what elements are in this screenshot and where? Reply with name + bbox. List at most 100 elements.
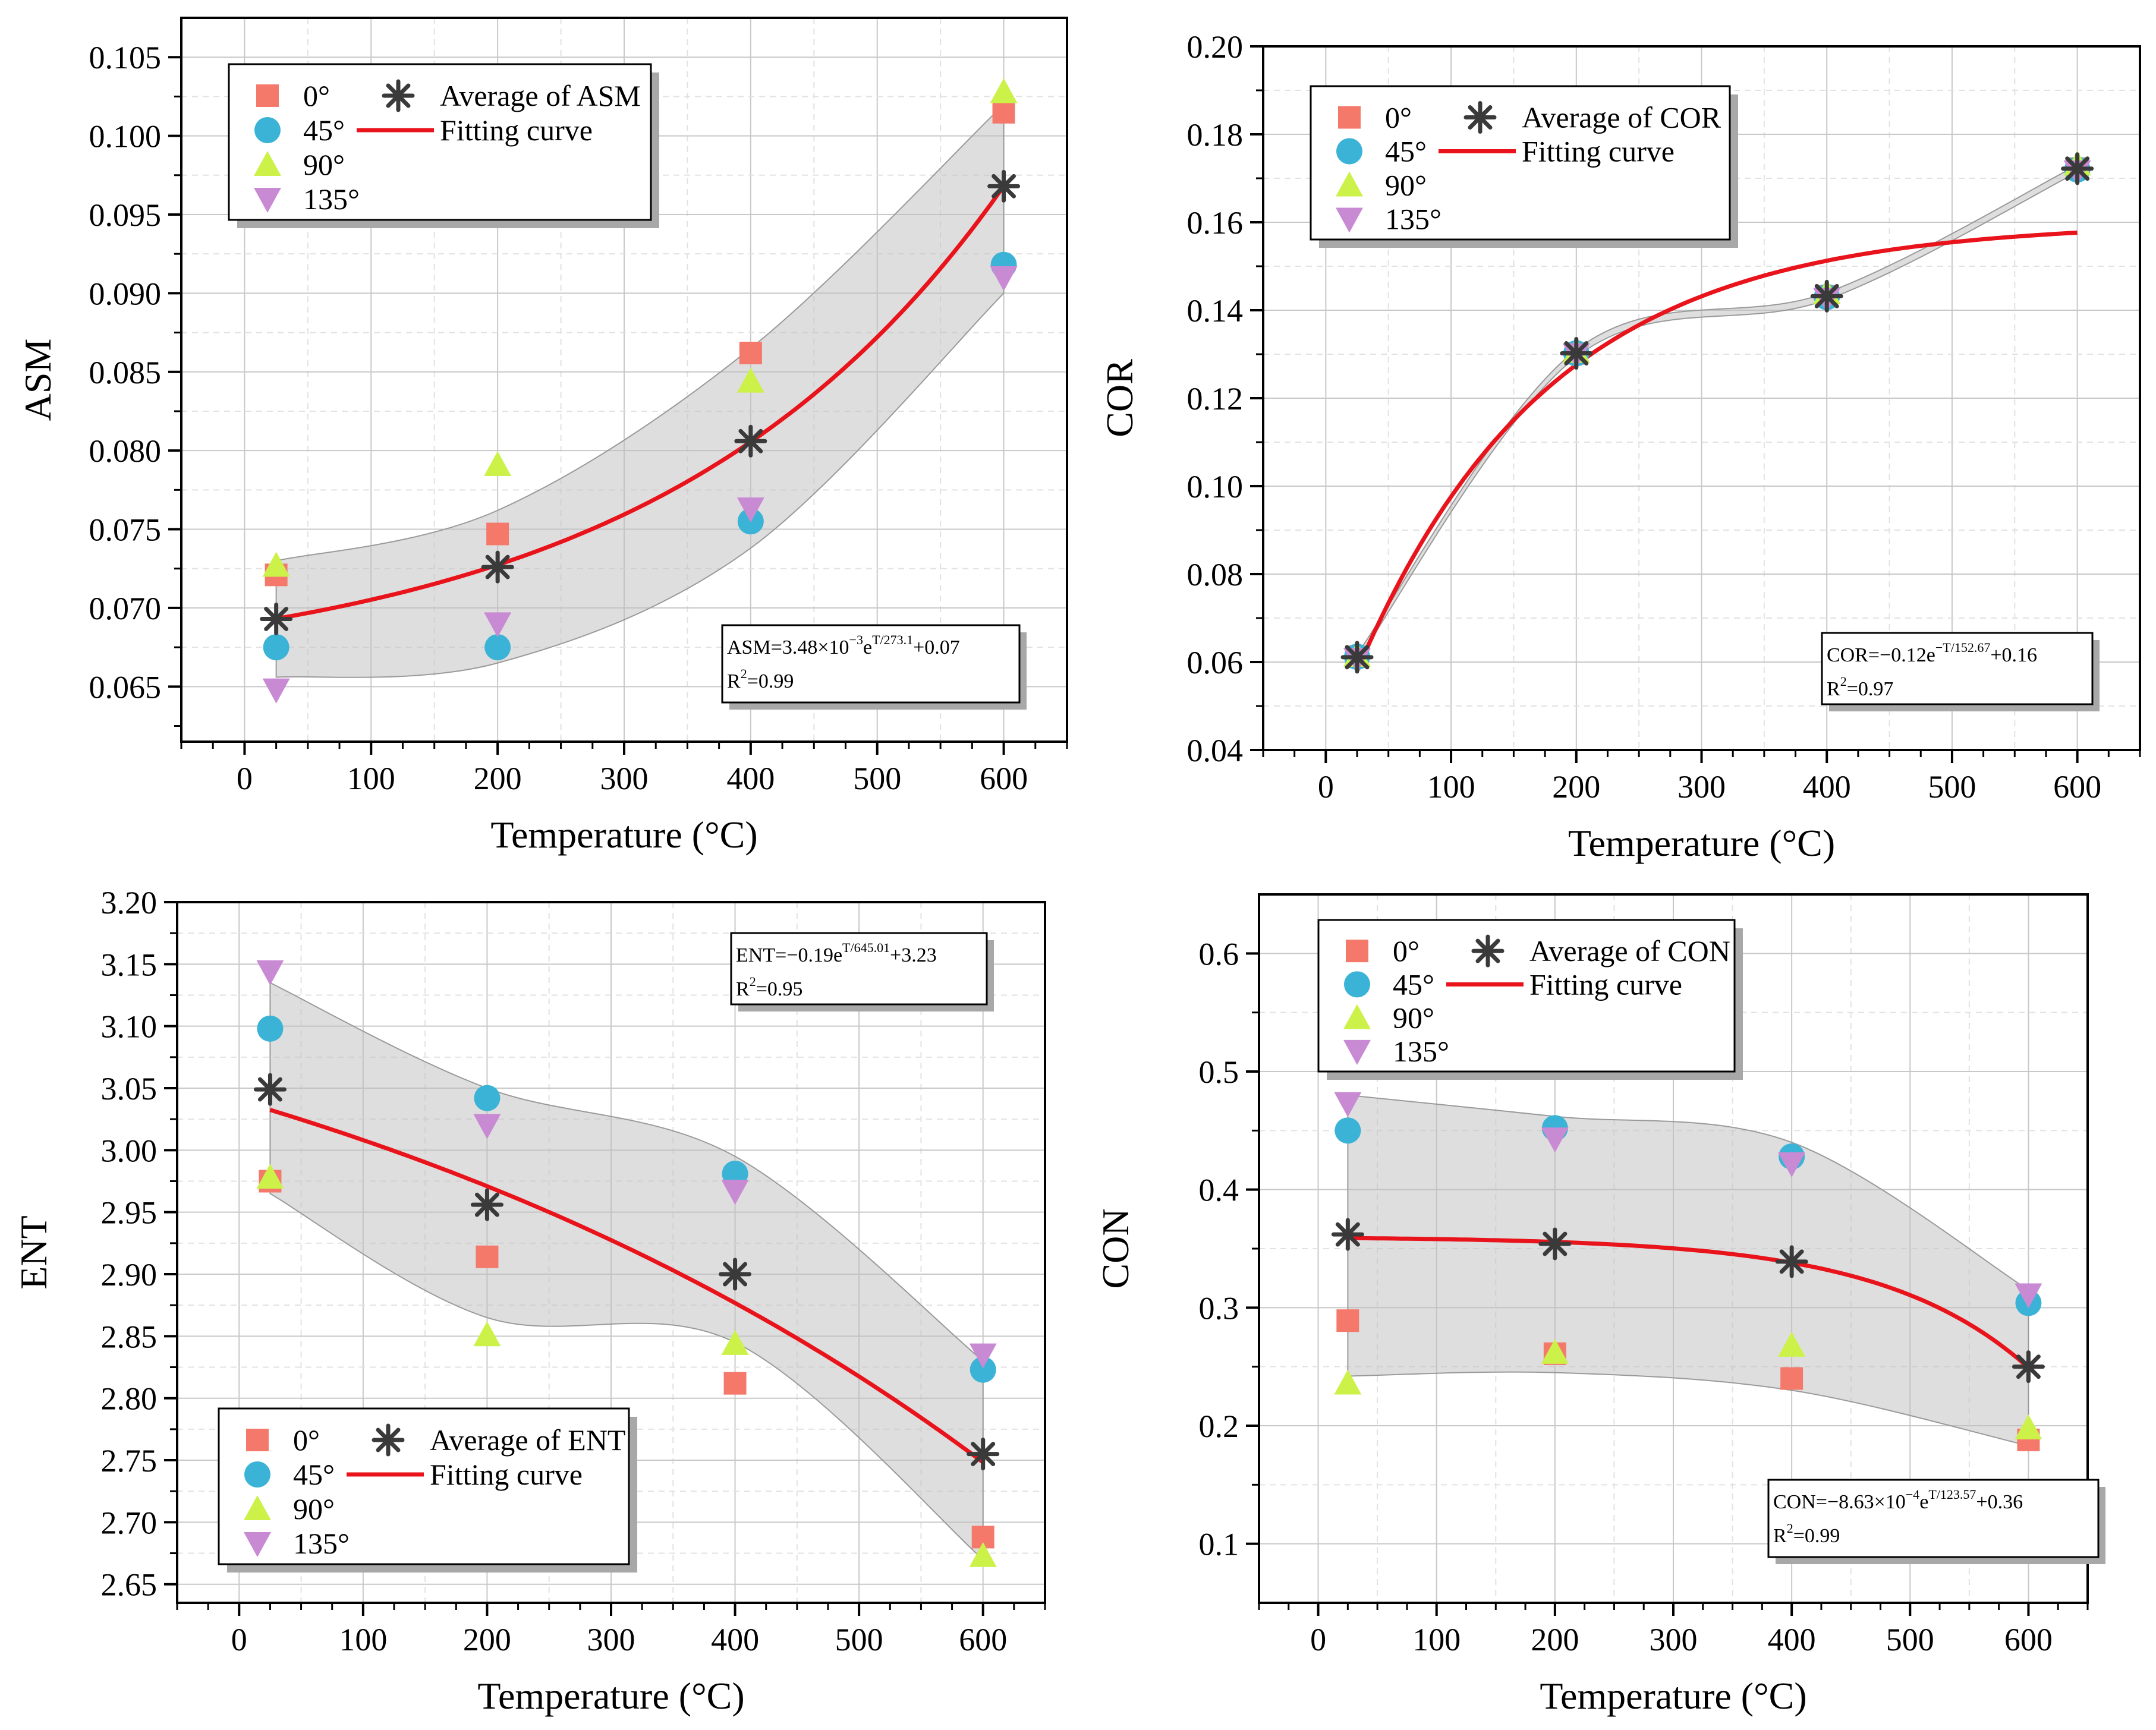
y-tick-label: 0.12 bbox=[1187, 381, 1244, 417]
x-tick-label: 300 bbox=[587, 1622, 635, 1657]
data-point bbox=[474, 1085, 501, 1111]
data-point bbox=[256, 960, 284, 985]
y-tick-label: 0.5 bbox=[1199, 1054, 1239, 1090]
equation-part: COR=−0.12e bbox=[1827, 644, 1935, 666]
data-point bbox=[2061, 152, 2094, 185]
data-point bbox=[486, 522, 509, 546]
legend-label: 45° bbox=[1385, 135, 1427, 168]
data-point bbox=[719, 1258, 752, 1291]
equation-part: +0.36 bbox=[1976, 1491, 2023, 1513]
equation-part: +0.16 bbox=[1990, 644, 2037, 666]
data-point bbox=[2015, 1414, 2042, 1439]
legend-label-average: Average of COR bbox=[1522, 101, 1721, 134]
y-tick-label: 0.085 bbox=[89, 355, 162, 390]
data-point bbox=[723, 1372, 747, 1395]
legend-label: 90° bbox=[1393, 1001, 1434, 1035]
legend-swatch bbox=[254, 188, 281, 213]
x-tick-label: 0 bbox=[1318, 769, 1334, 805]
equation-part: R bbox=[1773, 1525, 1787, 1547]
axis-ticks bbox=[1250, 45, 2141, 763]
data-point bbox=[721, 1329, 749, 1355]
equation-frame bbox=[721, 624, 1021, 704]
x-tick-label: 100 bbox=[347, 761, 395, 796]
panel-cor-chart: 0 100 200 300 400 500 600 0.04 0.06 0.08 0.10 0.12 0… bbox=[1099, 29, 2141, 864]
x-tick-label: 300 bbox=[1650, 1622, 1698, 1657]
legend-label-average: Average of ENT bbox=[430, 1423, 625, 1457]
data-point bbox=[1541, 1127, 1569, 1153]
x-tick-label: 600 bbox=[959, 1622, 1007, 1657]
legend-swatch bbox=[244, 1532, 271, 1557]
x-tick-label: 500 bbox=[1928, 769, 1976, 805]
legend-box bbox=[1310, 85, 1731, 241]
asterisk-stroke bbox=[2016, 1354, 2041, 1379]
legend-swatch bbox=[254, 151, 281, 176]
data-point bbox=[1334, 1092, 1362, 1117]
y-tick-label: 0.18 bbox=[1187, 117, 1244, 153]
x-tick-label: 0 bbox=[231, 1622, 247, 1657]
legend-label: 0° bbox=[303, 79, 330, 112]
y-tick-label: 3.10 bbox=[101, 1009, 158, 1045]
legend-swatch-average bbox=[1463, 101, 1497, 134]
series-4 bbox=[256, 960, 997, 1369]
legend-swatch bbox=[246, 1429, 269, 1451]
fitting-curve bbox=[1355, 231, 2078, 672]
data-point bbox=[256, 1164, 284, 1189]
y-tick-label: 0.080 bbox=[89, 433, 162, 469]
equation-superscript: 2 bbox=[750, 974, 756, 989]
equation-box: CON=−8.63×10−4eT/123.57+0.36 R2=0.99 bbox=[1767, 1479, 2105, 1564]
data-point bbox=[470, 1188, 503, 1221]
x-tick-label: 200 bbox=[463, 1622, 511, 1657]
equation-superscript: T/123.57 bbox=[1928, 1487, 1976, 1502]
legend-swatch bbox=[1336, 171, 1363, 197]
y-tick-label: 2.85 bbox=[101, 1319, 158, 1354]
y-tick-label: 0.14 bbox=[1187, 293, 1244, 329]
equation-superscript: 2 bbox=[741, 666, 747, 681]
data-point bbox=[2012, 1350, 2045, 1384]
equation-superscript: T/645.01 bbox=[842, 940, 890, 955]
data-point bbox=[262, 678, 290, 704]
equation-superscript: T/273.1 bbox=[872, 632, 913, 647]
equation-superscript: −T/152.67 bbox=[1935, 640, 1990, 655]
r-squared-text: R2=0.99 bbox=[727, 666, 794, 692]
legend-swatch-average bbox=[1471, 934, 1505, 968]
asterisk-stroke bbox=[992, 174, 1016, 198]
x-tick-label: 600 bbox=[980, 761, 1028, 796]
y-tick-label: 3.05 bbox=[101, 1071, 158, 1107]
data-point bbox=[1331, 1218, 1364, 1251]
x-axis-title: Temperature (°C) bbox=[477, 1675, 744, 1717]
x-tick-label: 100 bbox=[339, 1622, 387, 1657]
fitting-curve bbox=[1348, 1236, 2030, 1370]
data-point bbox=[1340, 641, 1374, 674]
asterisk-stroke bbox=[738, 428, 763, 453]
equation-superscript: −4 bbox=[1906, 1487, 1919, 1502]
series-5 bbox=[1340, 152, 2094, 674]
y-tick-label: 3.00 bbox=[101, 1133, 158, 1168]
data-point bbox=[263, 634, 289, 661]
equation-box: COR=−0.12e−T/152.67+0.16 R2=0.97 bbox=[1821, 632, 2100, 711]
legend-swatch bbox=[254, 117, 281, 143]
data-point bbox=[1334, 1369, 1362, 1395]
fitting-curve bbox=[275, 184, 1006, 621]
y-tick-label: 0.08 bbox=[1187, 557, 1244, 593]
data-point bbox=[1810, 279, 1843, 313]
equation-text: ASM=3.48×10−3eT/273.1+0.07 bbox=[727, 632, 960, 658]
legend-box bbox=[218, 1407, 630, 1565]
data-point bbox=[473, 1321, 501, 1347]
data-point bbox=[1538, 1227, 1572, 1261]
equation-part: e bbox=[863, 636, 872, 658]
asterisk-stroke bbox=[485, 554, 510, 579]
panel-ent-chart: 0 100 200 300 400 500 600 2.65 2.70 2.75 2.80 2.85 2… bbox=[12, 885, 1046, 1717]
equation-superscript: 2 bbox=[1787, 1521, 1793, 1536]
legend-swatch bbox=[1336, 138, 1362, 165]
y-tick-label: 0.090 bbox=[89, 276, 162, 311]
data-point bbox=[476, 1245, 499, 1268]
legend-swatch bbox=[244, 1461, 270, 1488]
asterisk-stroke bbox=[2065, 156, 2090, 181]
legend-swatch-average bbox=[382, 79, 415, 112]
equation-part: +0.07 bbox=[913, 636, 960, 658]
equation-part: =0.99 bbox=[1793, 1525, 1840, 1547]
asterisk-stroke bbox=[1779, 1249, 1804, 1274]
